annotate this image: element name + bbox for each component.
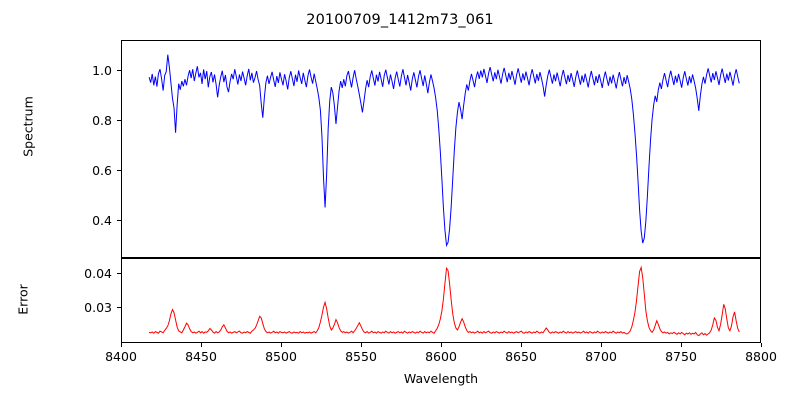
xtick-label-3: 8550 bbox=[345, 349, 377, 364]
xtick-label-0: 8400 bbox=[105, 349, 137, 364]
xtick-mark-6 bbox=[601, 343, 602, 347]
spectrum-plot-area bbox=[121, 40, 761, 258]
error-ytick-label-1: 0.04 bbox=[84, 266, 112, 281]
spectrum-line-svg bbox=[122, 41, 760, 257]
spectrum-ytick-label-2: 0.8 bbox=[92, 113, 112, 128]
spectrum-ytick-mark-0 bbox=[117, 220, 121, 221]
spectrum-ytick-mark-3 bbox=[117, 70, 121, 71]
xtick-label-8: 8800 bbox=[745, 349, 777, 364]
error-y-axis-title: Error bbox=[15, 284, 31, 315]
xtick-mark-2 bbox=[281, 343, 282, 347]
xtick-label-1: 8450 bbox=[185, 349, 217, 364]
spectrum-data-line bbox=[149, 55, 739, 246]
xtick-mark-1 bbox=[201, 343, 202, 347]
xtick-label-4: 8600 bbox=[425, 349, 457, 364]
spectrum-ytick-label-1: 0.6 bbox=[92, 163, 112, 178]
error-ytick-mark-0 bbox=[117, 307, 121, 308]
error-ytick-label-0: 0.03 bbox=[84, 300, 112, 315]
xtick-label-2: 8500 bbox=[265, 349, 297, 364]
xtick-mark-0 bbox=[121, 343, 122, 347]
xtick-mark-4 bbox=[441, 343, 442, 347]
spectrum-ytick-label-3: 1.0 bbox=[92, 63, 112, 78]
spectrum-ytick-label-0: 0.4 bbox=[92, 213, 112, 228]
page-title: 20100709_1412m73_061 bbox=[306, 12, 494, 28]
x-axis-title: Wavelength bbox=[403, 371, 479, 386]
spectrum-y-axis-title: Spectrum bbox=[20, 96, 36, 157]
xtick-mark-8 bbox=[761, 343, 762, 347]
error-line-svg bbox=[122, 259, 760, 342]
spectrum-ytick-mark-2 bbox=[117, 120, 121, 121]
error-ytick-mark-1 bbox=[117, 273, 121, 274]
xtick-mark-7 bbox=[681, 343, 682, 347]
spectrum-ytick-mark-1 bbox=[117, 170, 121, 171]
xtick-mark-5 bbox=[521, 343, 522, 347]
xtick-mark-3 bbox=[361, 343, 362, 347]
error-data-line bbox=[149, 267, 739, 335]
xtick-label-6: 8700 bbox=[585, 349, 617, 364]
xtick-label-7: 8750 bbox=[665, 349, 697, 364]
xtick-label-5: 8650 bbox=[505, 349, 537, 364]
error-plot-area bbox=[121, 258, 761, 343]
